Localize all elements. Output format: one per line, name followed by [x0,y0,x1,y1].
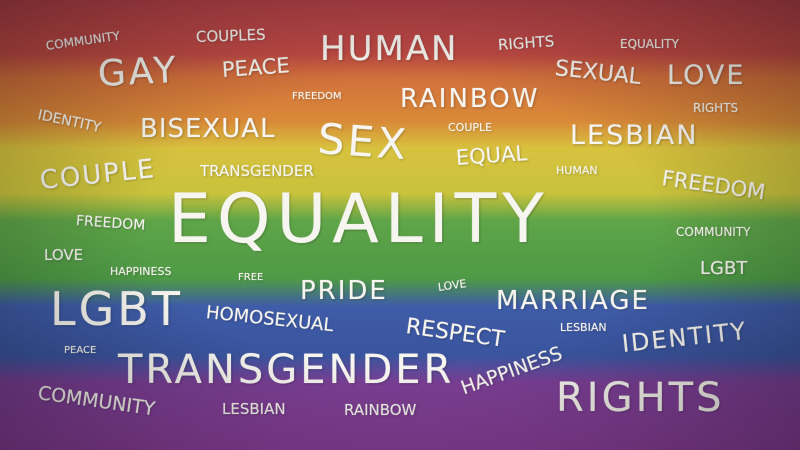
word-couples: COUPLES [195,25,266,46]
word-community-right: COMMUNITY [676,225,751,239]
word-rights-big: RIGHTS [556,375,725,421]
word-rainbow-bottom: RAINBOW [344,401,417,419]
word-happiness-big: HAPPINESS [458,342,566,400]
word-freedom-small-top: FREEDOM [292,91,342,102]
word-peace-small: PEACE [64,345,97,356]
word-transgender-small: TRANSGENDER [200,162,314,180]
word-rainbow-big: RAINBOW [400,84,540,114]
word-peace-mid: PEACE [221,53,291,82]
word-gay: GAY [96,49,180,95]
word-free: FREE [238,272,264,283]
word-human: HUMAN [320,29,459,69]
word-love-tiny: LOVE [437,277,468,294]
word-equality-main: EQUALITY [168,180,550,259]
word-happiness-small: HAPPINESS [110,265,172,278]
word-homosexual: HOMOSEXUAL [204,302,335,337]
word-rights-small: RIGHTS [693,101,739,115]
word-identity-small: IDENTITY [36,107,103,137]
word-transgender-big: TRANSGENDER [118,347,455,393]
word-sex: SEX [316,114,411,170]
word-couple-small: COUPLE [448,121,493,134]
word-love-big: LOVE [667,60,746,91]
word-sexual: SEXUAL [553,56,643,90]
word-couple-big: COUPLE [38,153,158,196]
word-equal: EQUAL [455,141,528,170]
word-freedom-mid: FREEDOM [75,213,146,234]
word-lesbian-big: LESBIAN [570,120,699,151]
word-lgbt-small: LGBT [700,258,748,279]
word-lesbian-bottom: LESBIAN [222,400,286,418]
word-freedom-big: FREEDOM [660,166,767,205]
word-community-top: COMMUNITY [45,28,121,53]
word-human-small: HUMAN [556,164,598,177]
word-rights-top: RIGHTS [497,32,555,54]
word-pride: PRIDE [300,276,388,306]
word-marriage: MARRIAGE [496,286,650,316]
word-identity-big: IDENTITY [620,316,749,358]
word-equality-small: EQUALITY [620,37,679,51]
word-lgbt-big: LGBT [50,282,183,336]
word-love-small: LOVE [44,246,84,264]
word-lesbian-small: LESBIAN [560,321,607,334]
word-bisexual: BISEXUAL [140,114,276,144]
